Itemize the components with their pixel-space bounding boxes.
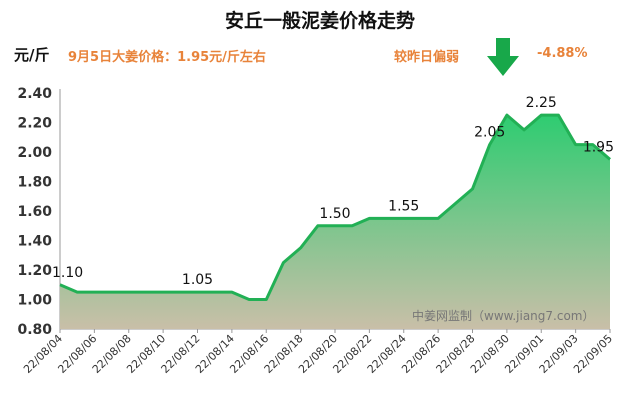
data-label: 1.10 bbox=[52, 265, 83, 281]
price-text: 9月5日大姜价格：1.95元/斤左右 bbox=[68, 50, 266, 65]
change-percent: -4.88% bbox=[537, 46, 588, 61]
y-tick-label: 1.60 bbox=[17, 204, 52, 220]
y-tick-label: 2.00 bbox=[17, 145, 52, 161]
y-tick-label: 1.20 bbox=[17, 263, 52, 279]
chart-title: 安丘一般泥姜价格走势 bbox=[224, 10, 415, 32]
data-label: 1.55 bbox=[388, 198, 419, 214]
compare-text: 较昨日偏弱 bbox=[394, 50, 460, 65]
y-tick-label: 1.00 bbox=[17, 293, 52, 309]
area-fill bbox=[60, 115, 610, 329]
unit-label: 元/斤 bbox=[14, 46, 50, 64]
y-tick-label: 2.20 bbox=[17, 116, 52, 132]
data-label: 2.05 bbox=[474, 125, 505, 141]
data-label: 2.25 bbox=[526, 95, 557, 111]
data-label: 1.05 bbox=[182, 272, 213, 288]
data-label: 1.95 bbox=[583, 139, 614, 155]
series-line bbox=[59, 113, 611, 301]
y-tick-label: 0.80 bbox=[17, 322, 52, 338]
y-tick-label: 2.40 bbox=[17, 86, 52, 102]
watermark-text: 中姜网监制（www.jiang7.com） bbox=[412, 308, 594, 323]
y-tick-label: 1.40 bbox=[17, 234, 52, 250]
down-arrow-icon bbox=[487, 38, 519, 76]
y-tick-label: 1.80 bbox=[17, 175, 52, 191]
data-label: 1.50 bbox=[319, 206, 350, 222]
